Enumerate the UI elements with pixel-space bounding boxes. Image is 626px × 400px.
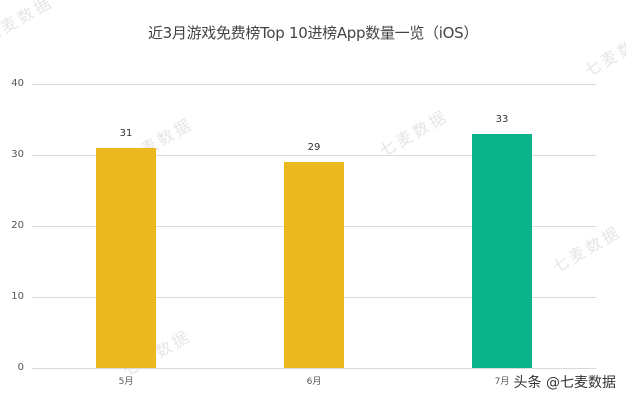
- y-tick-label: 20: [11, 220, 24, 231]
- bar-value-label: 31: [119, 128, 133, 139]
- bar-july: [472, 134, 532, 368]
- x-tick-label: 7月: [494, 377, 510, 387]
- y-tick-label: 40: [11, 78, 24, 89]
- chart-title: 近3月游戏免费榜Top 10进榜App数量一览（iOS）: [147, 24, 479, 42]
- y-tick-label: 0: [17, 362, 24, 373]
- gridline-30: [32, 155, 596, 156]
- x-tick-label: 6月: [306, 377, 322, 387]
- plot-area: 31 29 33: [32, 84, 596, 369]
- bar-may: [96, 148, 156, 368]
- gridline-0: [32, 368, 596, 369]
- bar-value-label: 29: [307, 142, 321, 153]
- y-tick-label: 10: [11, 291, 24, 302]
- bar-value-label: 33: [495, 114, 509, 125]
- y-tick-label: 30: [11, 149, 24, 160]
- gridline-40: [32, 84, 596, 85]
- bar-june: [284, 162, 344, 368]
- x-tick-label: 5月: [118, 377, 134, 387]
- source-credit: 头条 @七麦数据: [511, 372, 618, 392]
